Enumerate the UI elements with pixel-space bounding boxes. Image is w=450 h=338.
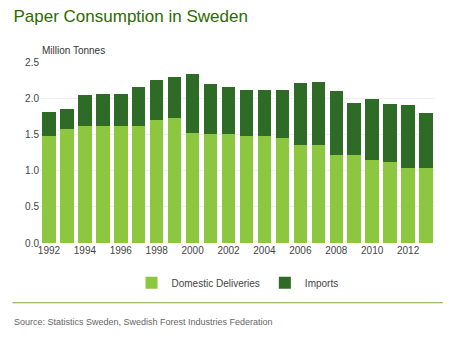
svg-text:0.0: 0.0: [25, 238, 39, 249]
svg-text:2006: 2006: [289, 245, 312, 256]
svg-text:1.0: 1.0: [25, 165, 39, 176]
svg-text:2004: 2004: [253, 245, 276, 256]
svg-text:Million Tonnes: Million Tonnes: [42, 45, 105, 56]
svg-text:2012: 2012: [397, 245, 420, 256]
svg-text:2.5: 2.5: [25, 57, 39, 68]
svg-text:0.5: 0.5: [25, 201, 39, 212]
svg-text:2008: 2008: [325, 245, 348, 256]
svg-text:2010: 2010: [361, 245, 384, 256]
svg-text:1998: 1998: [146, 245, 169, 256]
svg-text:2000: 2000: [181, 245, 204, 256]
svg-text:Paper Consumption in Sweden: Paper Consumption in Sweden: [14, 7, 248, 26]
svg-text:Domestic Deliveries: Domestic Deliveries: [172, 278, 260, 289]
svg-text:1.5: 1.5: [25, 129, 39, 140]
svg-text:1996: 1996: [110, 245, 133, 256]
svg-text:1992: 1992: [38, 245, 61, 256]
svg-text:Source: Statistics Sweden, Swe: Source: Statistics Sweden, Swedish Fores…: [14, 317, 273, 327]
svg-text:2.0: 2.0: [25, 93, 39, 104]
svg-text:Imports: Imports: [305, 278, 338, 289]
svg-text:2002: 2002: [217, 245, 240, 256]
svg-text:1994: 1994: [74, 245, 97, 256]
